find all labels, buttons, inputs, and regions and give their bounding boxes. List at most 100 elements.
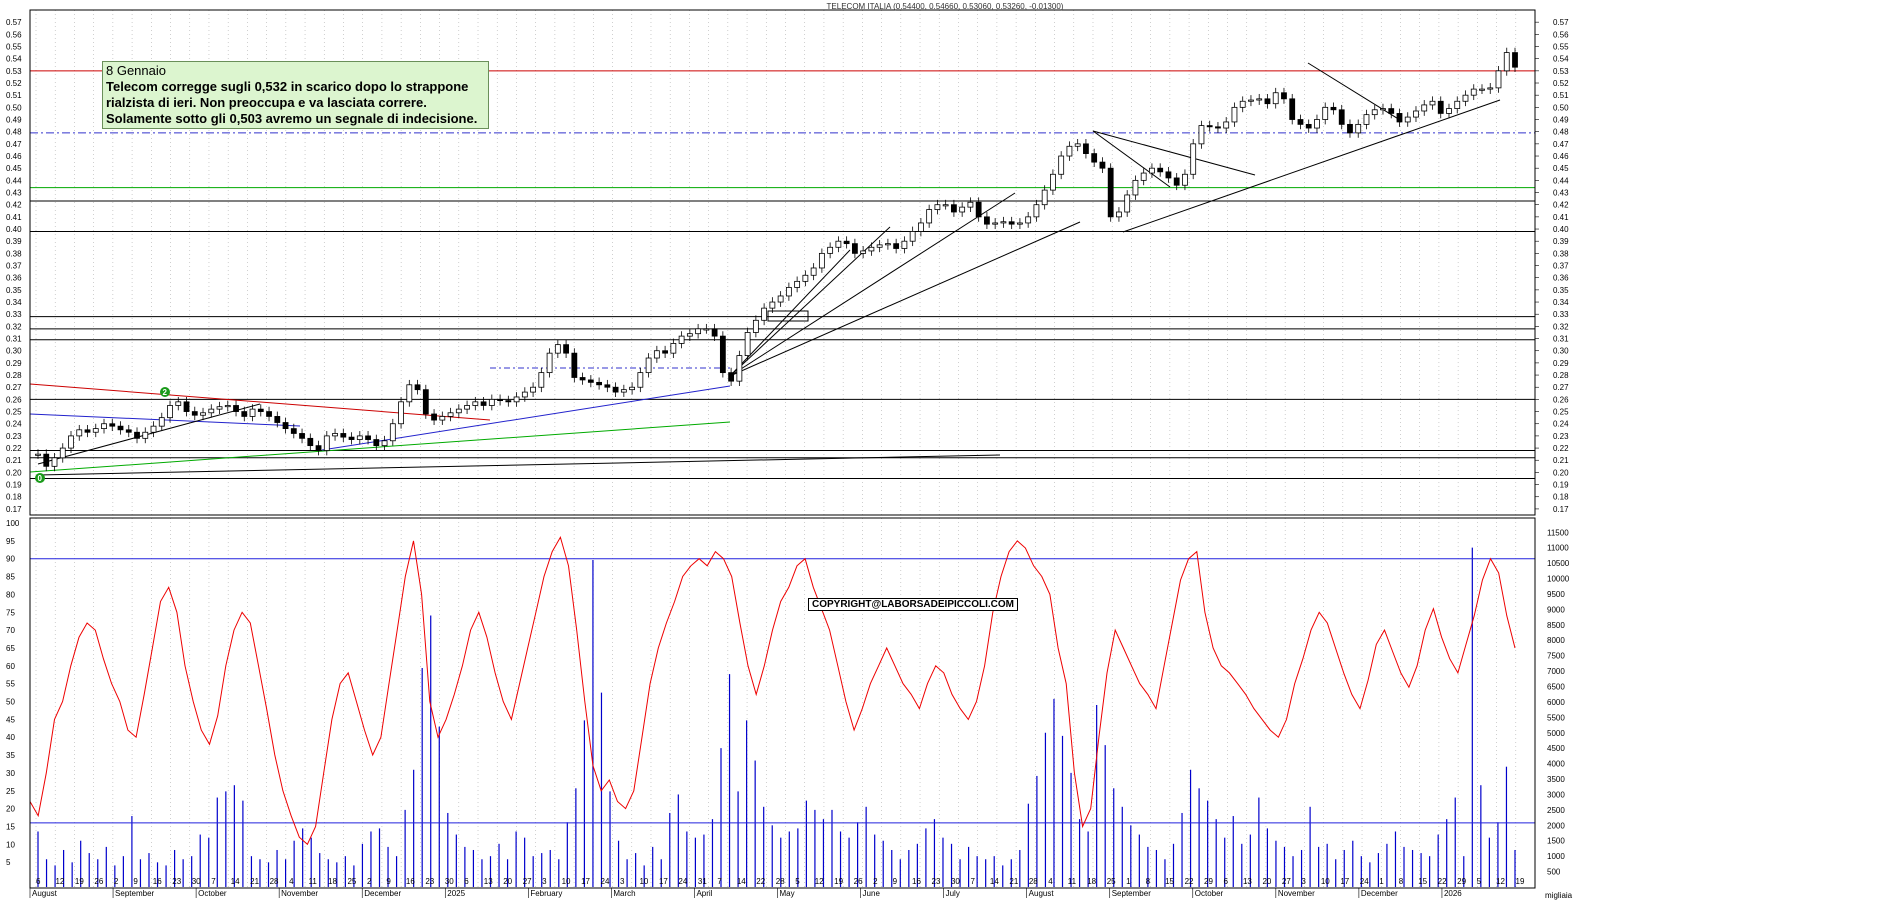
- osc-tick-label: 60: [6, 662, 15, 671]
- volume-tick-label: 4000: [1547, 760, 1565, 769]
- candle-body: [860, 250, 867, 254]
- candle-body: [1033, 204, 1040, 218]
- y-tick-label-right: 0.55: [1553, 43, 1569, 52]
- x-day-label: 4: [1048, 877, 1053, 886]
- candle-body: [596, 381, 602, 386]
- y-tick-label-right: 0.30: [1553, 347, 1569, 356]
- osc-tick-label: 70: [6, 626, 15, 635]
- y-tick-label-right: 0.27: [1553, 383, 1569, 392]
- y-tick-label-left: 0.50: [6, 103, 22, 112]
- candle-body: [587, 379, 594, 383]
- candle-body: [447, 412, 454, 417]
- candle-body: [414, 384, 421, 391]
- x-day-label: 14: [231, 877, 240, 886]
- x-day-label: 21: [250, 877, 259, 886]
- candle-body: [1404, 116, 1411, 123]
- candle-body: [1124, 194, 1131, 213]
- candle-body: [785, 287, 792, 297]
- osc-tick-label: 35: [6, 751, 15, 760]
- candle-body: [84, 429, 91, 433]
- y-tick-label-left: 0.41: [6, 213, 22, 222]
- y-tick-label-right: 0.51: [1553, 91, 1569, 100]
- volume-tick-label: 3500: [1547, 775, 1565, 784]
- candle-body: [257, 408, 264, 412]
- trendline: [729, 226, 891, 377]
- y-tick-label-right: 0.19: [1553, 481, 1569, 490]
- x-day-label: 12: [815, 877, 824, 886]
- x-day-label: 9: [893, 877, 898, 886]
- candle-body: [307, 437, 314, 447]
- volume-tick-label: 1000: [1547, 852, 1565, 861]
- x-day-label: 5: [1477, 877, 1482, 886]
- candle-body: [1281, 92, 1287, 100]
- candle-body: [224, 405, 231, 408]
- y-tick-label-right: 0.37: [1553, 262, 1569, 271]
- grid-layer: [35, 10, 1517, 888]
- candle-body: [1099, 161, 1106, 169]
- candle-body: [1182, 173, 1188, 186]
- x-day-label: 1: [1126, 877, 1131, 886]
- osc-tick-label: 85: [6, 573, 15, 582]
- x-day-label: 24: [1360, 877, 1369, 886]
- volume-tick-label: 8500: [1547, 621, 1565, 630]
- candle-body: [802, 274, 809, 282]
- trendline: [1092, 130, 1171, 188]
- candle-body: [1239, 100, 1246, 108]
- candle-body: [1074, 143, 1081, 147]
- candle-body: [134, 431, 140, 439]
- wave-marker-circle: [160, 387, 170, 397]
- x-day-label: 1: [1379, 877, 1384, 886]
- x-day-label: 2: [114, 877, 119, 886]
- candle-body: [1050, 173, 1056, 191]
- candle-body: [1338, 109, 1345, 125]
- x-day-label: 6: [464, 877, 469, 886]
- volume-tick-label: 6500: [1547, 682, 1565, 691]
- candle-body: [959, 206, 966, 213]
- candle-body: [299, 433, 305, 439]
- y-tick-label-right: 0.29: [1553, 359, 1569, 368]
- x-month-label: November: [1278, 889, 1315, 898]
- candle-body: [480, 401, 487, 406]
- candle-body: [455, 408, 462, 414]
- wave-marker-label: 0: [38, 474, 43, 483]
- wave-markers: 20: [35, 387, 170, 483]
- x-day-label: 22: [1438, 877, 1447, 886]
- x-day-label: 18: [1087, 877, 1096, 886]
- candle-body: [1132, 179, 1139, 196]
- candle-body: [175, 401, 182, 406]
- candle-body: [117, 425, 124, 431]
- candle-body: [1165, 171, 1172, 179]
- candle-body: [422, 389, 429, 415]
- osc-tick-label: 30: [6, 769, 15, 778]
- y-tick-label-right: 0.44: [1553, 176, 1569, 185]
- candle-body: [216, 406, 223, 410]
- candle-body: [431, 413, 437, 421]
- y-tick-label-left: 0.52: [6, 79, 22, 88]
- y-tick-label-left: 0.30: [6, 347, 22, 356]
- highlight-box: [767, 310, 809, 322]
- candle-body: [1066, 145, 1073, 157]
- osc-tick-label: 100: [6, 519, 20, 528]
- osc-tick-label: 95: [6, 537, 15, 546]
- x-day-label: 6: [1224, 877, 1229, 886]
- candle-body: [290, 428, 297, 434]
- y-tick-label-left: 0.32: [6, 322, 22, 331]
- y-tick-label-right: 0.49: [1553, 116, 1569, 125]
- osc-tick-label: 65: [6, 644, 15, 653]
- y-tick-label-left: 0.17: [6, 505, 22, 514]
- candle-body: [868, 246, 875, 252]
- volume-tick-label: 5500: [1547, 713, 1565, 722]
- x-day-label: 28: [270, 877, 279, 886]
- candle-body: [1256, 98, 1263, 101]
- x-day-label: 27: [1282, 877, 1291, 886]
- volume-tick-label: 9500: [1547, 590, 1565, 599]
- y-tick-label-left: 0.46: [6, 152, 22, 161]
- x-month-label: March: [613, 889, 635, 898]
- candle-body: [142, 431, 149, 439]
- annotation-line-1: Telecom corregge sugli 0,532 in scarico …: [106, 79, 469, 94]
- y-tick-label-right: 0.50: [1553, 103, 1569, 112]
- candle-body: [827, 246, 834, 254]
- volume-tick-label: 6000: [1547, 698, 1565, 707]
- x-day-label: 2: [367, 877, 372, 886]
- candle-body: [1157, 167, 1164, 173]
